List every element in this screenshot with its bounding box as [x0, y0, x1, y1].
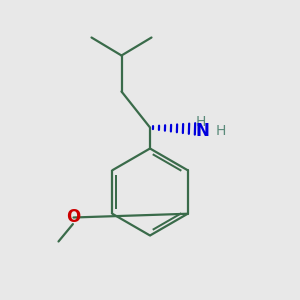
Text: O: O	[66, 208, 81, 226]
Text: H: H	[195, 115, 206, 128]
Text: N: N	[196, 122, 209, 140]
Text: H: H	[215, 124, 226, 137]
